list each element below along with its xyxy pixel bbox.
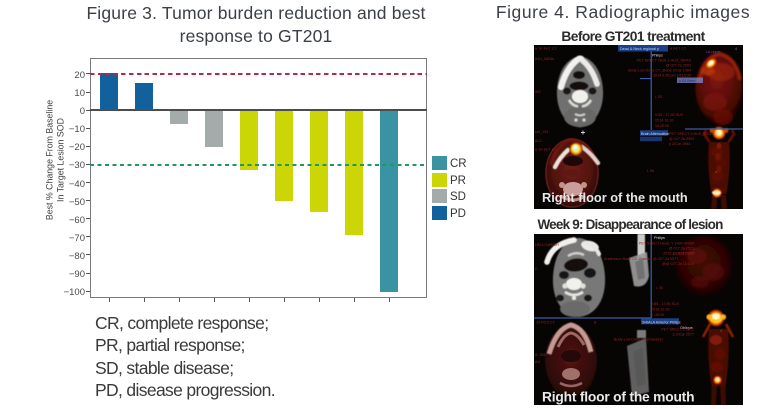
svg-text:4: 4 [720, 329, 722, 333]
svg-text:SHIALA Anterior Philips: SHIALA Anterior Philips [642, 321, 681, 325]
svg-text:HELLO@NSH: HELLO@NSH [535, 243, 559, 247]
svg-text:p 2/Car 3577: p 2/Car 3577 [673, 333, 694, 337]
svg-text:Andersson Bose CT, Glasses @ 0: Andersson Bose CT, Glasses @ 027 2a 3577 [604, 257, 678, 261]
svg-text:sef_134: sef_134 [535, 130, 548, 134]
svg-text:@@ 027 2a 15:133: @@ 027 2a 15:133 [662, 262, 694, 266]
svg-text:@ 027 2a 2500: @ 027 2a 2500 [666, 64, 691, 68]
svg-text:L 50: L 50 [656, 286, 663, 290]
svg-text:19 RCS CT: 19 RCS CT [536, 321, 556, 325]
svg-text:C: C [535, 267, 538, 271]
svg-text:9 PET CT: 9 PET CT [670, 47, 687, 51]
svg-text:p 2/Car 3577: p 2/Car 3577 [673, 252, 694, 256]
svg-text:Body-Low Dose CT (Glasses): Body-Low Dose CT (Glasses) [614, 338, 663, 342]
svg-text:a: a [715, 170, 718, 174]
svg-text:AJU_9804k: AJU_9804k [535, 57, 554, 61]
svg-text:4: 4 [735, 47, 737, 51]
svg-text:LA upper: LA upper [706, 50, 722, 54]
svg-text:14:20:00: 14:20:00 [655, 124, 669, 128]
svg-text:L 55: L 55 [655, 95, 662, 99]
svg-text:PET SPECT Head, Y 1404.00000: PET SPECT Head, Y 1404.00000 [639, 242, 694, 246]
svg-text:AU: AU [535, 360, 540, 364]
svg-text:Right floor of the mouth: Right floor of the mouth [542, 190, 688, 205]
svg-text:W2: W2 [535, 90, 541, 94]
svg-text:2015.12.30 15:133: 2015.12.30 15:133 [663, 252, 694, 256]
svg-text:Body-Low Dose CT, @one 2/Car 1: Body-Low Dose CT, @one 2/Car 1984 [628, 69, 691, 73]
svg-text:2014.10.10: 2014.10.10 [655, 119, 673, 123]
svg-text:0:00 - 17:40 SUV: 0:00 - 17:40 SUV [655, 113, 684, 117]
svg-text:3.85 - 17:80 SUV: 3.85 - 17:80 SUV [651, 302, 680, 306]
svg-text:B: B [594, 321, 597, 325]
svg-text:Brain Attenuation: Brain Attenuation [641, 132, 669, 136]
svg-text:9 TP PET CT: 9 TP PET CT [535, 47, 557, 51]
svg-text:L 56: L 56 [647, 169, 654, 173]
svg-text:0 :45:00: 0 :45:00 [651, 313, 664, 317]
svg-text:Dead & Neck regional p: Dead & Neck regional p [620, 47, 659, 51]
svg-text:9 TP PET CT: 9 TP PET CT [535, 148, 557, 152]
svg-text:PET SPECT 2 2571: PET SPECT 2 2571 [661, 328, 694, 332]
svg-text:@ 027 2a 2571: @ 027 2a 2571 [669, 247, 694, 251]
svg-text:Philips: Philips [654, 236, 665, 240]
svg-text:Oblique: Oblique [680, 326, 693, 330]
svg-text:p 03.0mm: p 03.0mm [679, 79, 695, 83]
svg-text:PET SPECT Neck 1 HUS_9804S: PET SPECT Neck 1 HUS_9804S [637, 59, 692, 63]
svg-text:Right floor of the mouth: Right floor of the mouth [542, 390, 694, 405]
svg-text:PET SPECT 2 HUS_9804S: PET SPECT 2 HUS_9804S [669, 132, 714, 136]
svg-text:Philips: Philips [652, 54, 663, 58]
svg-text:AL2: AL2 [535, 139, 542, 143]
svg-text:p 2/Car 1984: p 2/Car 1984 [669, 142, 690, 146]
svg-text:A: 256: A: 256 [535, 353, 546, 357]
svg-text:2014.6.05 pm 14:15:30: 2014.6.05 pm 14:15:30 [653, 74, 691, 78]
svg-text:@ 027 2a 2500: @ 027 2a 2500 [669, 137, 694, 141]
svg-text:2015.12.30: 2015.12.30 [651, 308, 669, 312]
